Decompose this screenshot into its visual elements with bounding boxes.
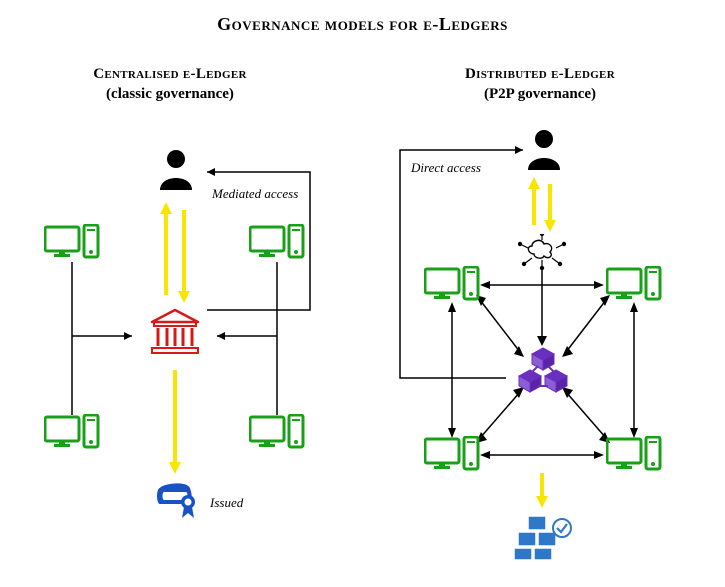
computer-icon [606,436,662,476]
person-icon [524,128,564,172]
computer-icon [424,266,480,306]
computer-icon [424,436,480,476]
blockchain-icon [516,346,570,398]
records-icon [514,512,574,562]
cloud-network-icon [518,234,566,270]
direct-access-label: Direct access [411,160,481,176]
computer-icon [606,266,662,306]
